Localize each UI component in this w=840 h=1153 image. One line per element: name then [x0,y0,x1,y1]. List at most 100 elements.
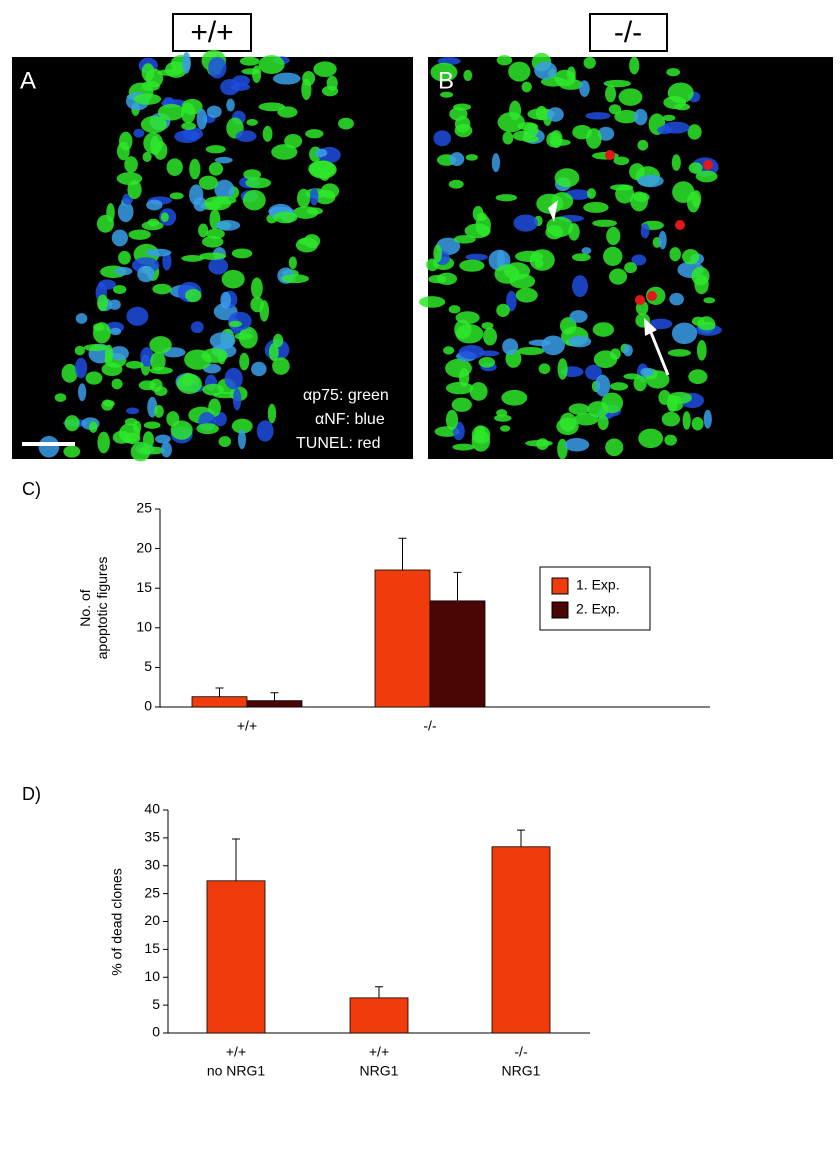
cell [661,411,681,427]
cell [239,56,260,66]
cell [559,317,577,335]
cell [258,102,286,112]
cell [228,311,252,331]
cell [314,148,328,158]
y-axis-label: apoptotic figures [94,557,110,660]
cell [496,303,510,317]
cell [214,156,233,164]
y-tick-label: 0 [152,1024,160,1040]
cell [137,265,155,283]
cell [201,348,228,363]
cell [75,313,88,324]
cell [125,360,144,369]
cell [83,344,107,352]
cell [586,188,596,199]
panel-label: B [438,67,454,94]
cell [592,322,615,337]
cell [495,194,518,202]
cell [682,248,700,265]
cell [126,306,149,326]
cell [491,153,501,173]
cell [428,275,447,284]
y-tick-label: 20 [144,912,160,928]
cell [292,206,319,219]
cell [218,436,232,447]
cell [147,218,160,227]
cell [494,264,520,284]
y-tick-label: 15 [136,579,152,595]
cell [152,283,172,295]
cell [146,199,163,211]
cell [142,431,155,449]
bar [349,997,409,1034]
cell [92,322,111,344]
cell [521,81,532,93]
stain-legend: αp75: green [303,387,389,404]
cell [220,291,231,309]
panel-label: A [20,67,36,94]
stain-legend: αNF: blue [315,411,385,428]
cell [202,383,224,396]
cell [546,107,564,122]
cell [181,254,204,262]
cell [220,78,240,96]
cell [453,235,476,244]
cell [603,246,623,267]
cell [313,61,337,77]
cell [196,423,219,435]
legend-label: 1. Exp. [576,577,620,593]
cell [145,68,164,88]
cell [445,381,474,395]
cell [206,228,225,239]
cell [258,55,285,74]
cell [155,434,171,444]
cell [196,108,208,130]
cell [494,414,512,422]
legend-swatch [551,577,569,595]
y-tick-label: 25 [136,500,152,516]
cell [638,428,664,449]
cell [272,72,301,85]
cell [633,108,648,126]
cell [669,247,681,262]
cell [506,290,517,312]
cell [449,107,468,121]
cell [608,104,622,115]
cell [246,119,258,126]
cell [64,415,80,432]
cell [174,130,200,143]
cell [558,79,584,90]
cell [465,253,488,261]
cell [624,262,637,274]
cell [497,112,525,133]
cell [208,398,221,417]
cell [609,268,628,285]
cell [649,318,673,330]
cell [605,85,617,103]
cell [273,211,298,224]
cell [215,220,241,231]
x-tick-label: +/+ [237,718,257,734]
y-tick-label: 40 [144,801,160,817]
cell [140,115,168,134]
cell [231,248,253,259]
cell [610,348,621,360]
bar [429,600,486,708]
y-axis-label: No. of [77,589,93,626]
panel-header: +/+ [190,16,233,49]
cell [77,383,87,402]
cell [568,403,590,415]
cell [267,403,277,424]
cell [157,103,185,121]
cell [664,434,677,446]
cell [256,420,274,442]
cell [245,177,271,189]
cell [633,192,650,202]
cell [140,347,154,367]
cell [471,430,491,452]
cell [500,425,511,432]
arrow [644,318,657,336]
cell [117,201,134,223]
cell [687,124,702,140]
cell [74,345,85,356]
